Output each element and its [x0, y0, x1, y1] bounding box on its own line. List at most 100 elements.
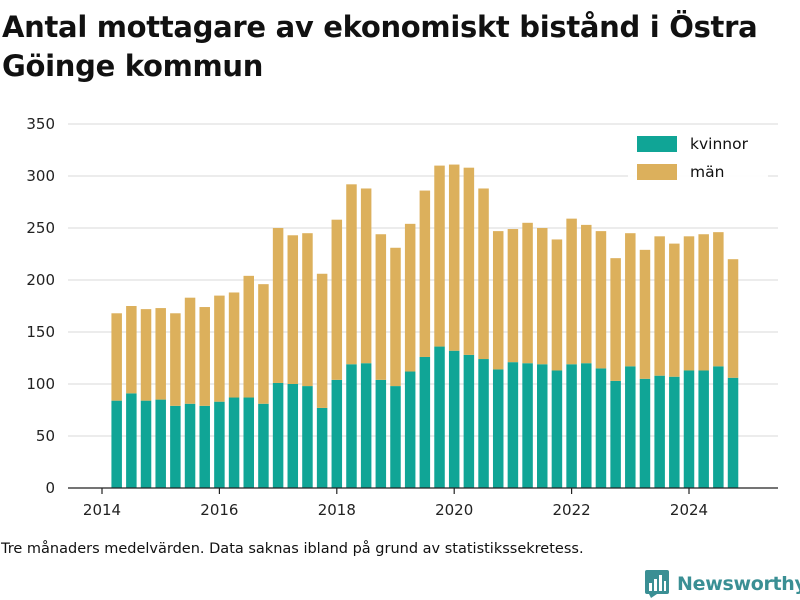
y-tick-label: 350 — [26, 115, 55, 133]
bar-kvinnor — [448, 350, 460, 488]
bar-kvinnor — [507, 362, 519, 488]
bar-män — [610, 258, 621, 381]
bar-chart-logo-icon — [645, 570, 669, 598]
bar-kvinnor — [170, 405, 181, 488]
brand-name: Newsworthy — [677, 573, 800, 595]
bar-män — [551, 239, 563, 371]
y-tick-label: 100 — [26, 375, 55, 393]
bar-män — [199, 307, 210, 406]
bar-kvinnor — [390, 386, 401, 488]
bar-kvinnor — [419, 356, 431, 488]
bar-kvinnor — [492, 369, 504, 488]
bar-män — [639, 249, 651, 379]
y-tick-label: 250 — [26, 219, 55, 237]
bar-kvinnor — [434, 346, 445, 488]
bar-kvinnor — [331, 379, 343, 488]
legend-label-kvinnor: kvinnor — [690, 135, 749, 153]
bar-män — [566, 218, 577, 365]
bar-kvinnor — [302, 386, 313, 488]
bar-kvinnor — [463, 354, 475, 488]
bar-män — [214, 295, 225, 402]
bar-kvinnor — [199, 405, 210, 488]
legend-swatch-män — [637, 164, 677, 180]
bar-kvinnor — [654, 375, 665, 488]
x-tick-label: 2020 — [435, 501, 473, 519]
chart-title: Antal mottagare av ekonomiskt bistånd i … — [2, 10, 758, 83]
bar-kvinnor — [272, 382, 284, 488]
bar-män — [669, 243, 680, 377]
bar-män — [698, 234, 709, 371]
x-axis: 2014 2016 2018 2020 2022 2024 — [68, 487, 778, 519]
bar-kvinnor — [566, 364, 577, 488]
bar-män — [404, 223, 416, 372]
brand-logo[interactable]: Newsworthy — [645, 569, 800, 599]
legend-label-män: män — [690, 163, 724, 181]
bar-män — [140, 309, 152, 401]
bar-kvinnor — [258, 403, 269, 488]
y-tick-label: 50 — [36, 427, 55, 445]
bar-kvinnor — [698, 370, 709, 488]
bar-män — [522, 222, 533, 364]
bar-kvinnor — [404, 371, 416, 488]
y-tick-label: 0 — [45, 479, 55, 497]
bar-män — [316, 273, 328, 408]
bar-kvinnor — [478, 359, 489, 488]
bar-män — [419, 190, 431, 357]
bar-kvinnor — [522, 363, 533, 488]
bar-män — [463, 167, 475, 355]
bar-män — [507, 229, 519, 363]
bar-män — [243, 275, 254, 398]
bar-män — [683, 236, 695, 371]
bar-män — [492, 231, 504, 370]
x-tick-label: 2018 — [318, 501, 356, 519]
bar-kvinnor — [537, 364, 548, 488]
bar-män — [537, 228, 548, 365]
x-tick-label: 2014 — [83, 501, 121, 519]
legend: kvinnor män — [628, 130, 768, 182]
bar-män — [625, 233, 636, 367]
bar-män — [331, 219, 343, 380]
bar-kvinnor — [214, 401, 225, 488]
bar-män — [654, 236, 665, 376]
legend-swatch-kvinnor — [637, 136, 677, 152]
bar-kvinnor — [551, 370, 563, 488]
bar-kvinnor — [683, 370, 695, 488]
footnote: Tre månaders medelvärden. Data saknas ib… — [1, 541, 584, 557]
bar-kvinnor — [184, 403, 196, 488]
bar-kvinnor — [111, 400, 122, 488]
bar-män — [478, 188, 489, 360]
y-tick-label: 200 — [26, 271, 55, 289]
bar-kvinnor — [375, 379, 387, 488]
bar-kvinnor — [713, 366, 724, 488]
bar-kvinnor — [126, 393, 137, 488]
bar-män — [228, 292, 240, 398]
bar-män — [302, 233, 313, 387]
bar-män — [346, 184, 357, 365]
bar-män — [390, 247, 401, 387]
y-axis-ticks: 0 50 100 150 200 250 300 350 — [26, 115, 55, 497]
bar-män — [126, 306, 137, 394]
bar-kvinnor — [625, 366, 636, 488]
bar-män — [258, 284, 269, 404]
bar-män — [360, 188, 372, 364]
bar-kvinnor — [639, 378, 651, 488]
x-tick-label: 2016 — [200, 501, 238, 519]
bar-män — [375, 234, 387, 380]
bar-kvinnor — [610, 380, 621, 488]
y-tick-label: 300 — [26, 167, 55, 185]
bar-kvinnor — [140, 400, 152, 488]
bar-kvinnor — [581, 363, 592, 488]
bar-män — [155, 308, 166, 400]
bar-män — [170, 313, 181, 406]
bar-kvinnor — [360, 363, 372, 488]
bar-män — [595, 231, 607, 369]
bar-män — [727, 259, 739, 378]
bar-kvinnor — [316, 407, 328, 488]
bar-kvinnor — [243, 397, 254, 488]
bar-män — [713, 232, 724, 367]
bar-män — [111, 313, 122, 401]
bar-män — [581, 224, 592, 364]
bar-kvinnor — [346, 364, 357, 488]
bar-män — [434, 165, 445, 347]
bar-män — [184, 297, 196, 404]
